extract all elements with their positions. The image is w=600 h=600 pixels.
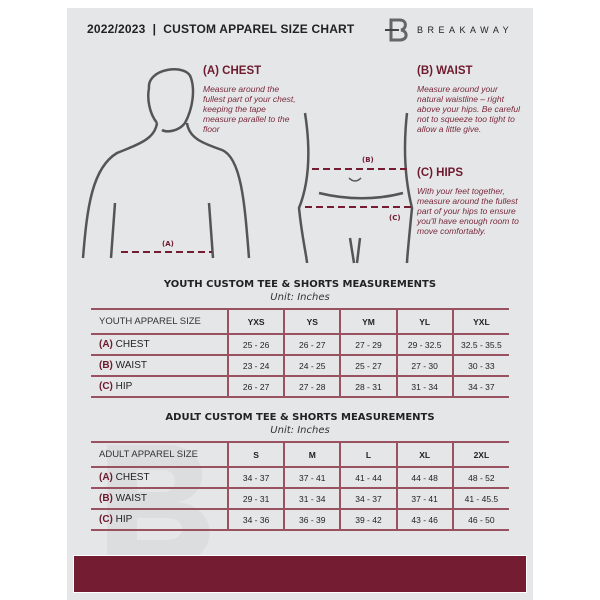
hips-heading: (C) HIPS: [417, 167, 463, 179]
size-column-header: L: [339, 441, 397, 468]
adult-unit: Unit: Inches: [270, 425, 330, 436]
table-row: (C) HIP 34 - 36 36 - 39 39 - 42 43 - 46 46 - …: [91, 508, 509, 531]
table-cell: 24 - 25: [283, 354, 341, 377]
table-cell: 36 - 39: [283, 508, 341, 531]
table-cell: 34 - 36: [226, 508, 285, 531]
adult-size-table: ADULT APPAREL SIZE S M L XL 2XL (A) CHEST 34 - …: [91, 441, 509, 531]
size-column-header: YXS: [226, 308, 285, 335]
measurement-label: (C) HIP: [91, 508, 228, 531]
youth-section-title: YOUTH CUSTOM TEE & SHORTS MEASUREMENTS: [163, 279, 437, 290]
size-chart-page: 2022/2023 | CUSTOM APPAREL SIZE CHART BR…: [67, 8, 533, 600]
footer-bar: [73, 555, 527, 593]
measurement-label: (C) HIP: [91, 375, 228, 398]
chest-description: Measure around the fullest part of your …: [203, 84, 296, 134]
table-cell: 30 - 33: [451, 354, 509, 377]
body-diagram: (A) (B) (C): [81, 68, 414, 264]
table-cell: 39 - 42: [339, 508, 397, 531]
waist-description: Measure around your natural waistline – …: [417, 84, 521, 134]
table-cell: 28 - 31: [339, 375, 397, 398]
size-label: ADULT APPAREL SIZE: [91, 441, 228, 468]
hips-description: With your feet together, measure around …: [417, 186, 519, 236]
chest-heading: (A) CHEST: [203, 65, 262, 77]
table-cell: 32.5 - 35.5: [451, 333, 509, 356]
table-cell: 23 - 24: [226, 354, 285, 377]
table-cell: 44 - 48: [395, 466, 453, 489]
adult-section-title: ADULT CUSTOM TEE & SHORTS MEASUREMENTS: [165, 412, 435, 423]
table-row: (B) WAIST 29 - 31 31 - 34 34 - 37 37 - 41 41 …: [91, 487, 509, 510]
size-column-header: XL: [395, 441, 453, 468]
table-cell: 46 - 50: [451, 508, 509, 531]
measurement-label: (B) WAIST: [91, 354, 228, 377]
table-cell: 34 - 37: [339, 487, 397, 510]
table-cell: 29 - 31: [226, 487, 285, 510]
table-cell: 37 - 41: [395, 487, 453, 510]
table-cell: 27 - 28: [283, 375, 341, 398]
size-column-header: YM: [339, 308, 397, 335]
waist-marker: (B): [362, 156, 374, 164]
size-column-header: YL: [395, 308, 453, 335]
table-cell: 43 - 46: [395, 508, 453, 531]
table-cell: 26 - 27: [226, 375, 285, 398]
measurement-label: (A) CHEST: [91, 466, 228, 489]
table-cell: 41 - 45.5: [451, 487, 509, 510]
table-row: (A) CHEST 34 - 37 37 - 41 41 - 44 44 - 48 48 …: [91, 466, 509, 489]
table-cell: 34 - 37: [451, 375, 509, 398]
youth-unit: Unit: Inches: [270, 292, 330, 303]
table-cell: 37 - 41: [283, 466, 341, 489]
waist-heading: (B) WAIST: [417, 65, 473, 77]
size-column-header: S: [226, 441, 285, 468]
measurement-label: (B) WAIST: [91, 487, 228, 510]
table-cell: 34 - 37: [226, 466, 285, 489]
size-column-header: YS: [283, 308, 341, 335]
table-row: (C) HIP 26 - 27 27 - 28 28 - 31 31 - 34 34 - …: [91, 375, 509, 398]
size-column-header: M: [283, 441, 341, 468]
table-header-row: ADULT APPAREL SIZE S M L XL 2XL: [91, 441, 509, 468]
table-header-row: YOUTH APPAREL SIZE YXS YS YM YL YXL: [91, 308, 509, 335]
table-cell: 41 - 44: [339, 466, 397, 489]
table-cell: 26 - 27: [283, 333, 341, 356]
table-cell: 31 - 34: [283, 487, 341, 510]
chest-marker: (A): [162, 240, 174, 248]
table-cell: 27 - 29: [339, 333, 397, 356]
breakaway-logo-icon: [385, 18, 408, 42]
size-column-header: YXL: [451, 308, 509, 335]
table-row: (A) CHEST 25 - 26 26 - 27 27 - 29 29 - 32.5 3…: [91, 333, 509, 356]
page-title: 2022/2023 | CUSTOM APPAREL SIZE CHART: [87, 22, 355, 36]
table-cell: 29 - 32.5: [395, 333, 453, 356]
size-label: YOUTH APPAREL SIZE: [91, 308, 228, 335]
table-cell: 48 - 52: [451, 466, 509, 489]
youth-size-table: YOUTH APPAREL SIZE YXS YS YM YL YXL (A) CHEST 2…: [91, 308, 509, 398]
hips-marker: (C): [389, 214, 401, 222]
table-cell: 25 - 26: [226, 333, 285, 356]
table-cell: 25 - 27: [339, 354, 397, 377]
brand-name: BREAKAWAY: [417, 25, 514, 35]
table-row: (B) WAIST 23 - 24 24 - 25 25 - 27 27 - 30 30 …: [91, 354, 509, 377]
table-cell: 27 - 30: [395, 354, 453, 377]
measurement-label: (A) CHEST: [91, 333, 228, 356]
table-cell: 31 - 34: [395, 375, 453, 398]
size-column-header: 2XL: [451, 441, 509, 468]
